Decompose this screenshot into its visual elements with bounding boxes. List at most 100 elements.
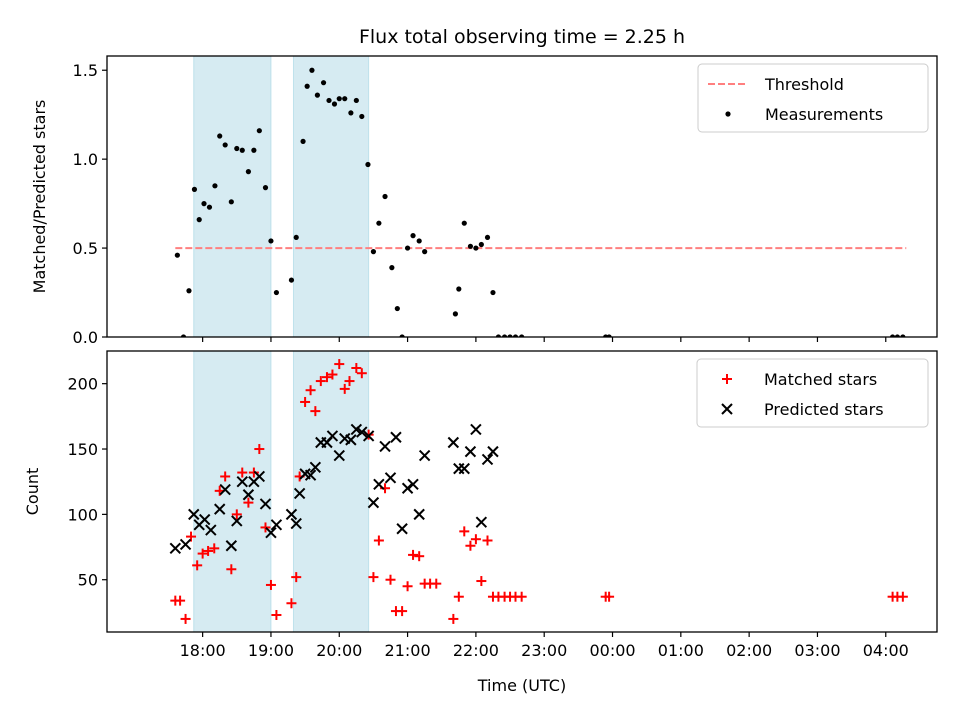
predicted-star-point bbox=[304, 469, 317, 481]
x-tick-label: 23:00 bbox=[521, 641, 567, 660]
predicted-star-point bbox=[470, 423, 482, 436]
predicted-star-point bbox=[384, 472, 397, 484]
matched-star-point bbox=[470, 534, 481, 545]
matched-star-point bbox=[397, 606, 408, 617]
measurement-point bbox=[288, 277, 295, 283]
matched-star-point bbox=[402, 581, 413, 592]
matched-star-point bbox=[339, 383, 350, 394]
predicted-star-point bbox=[169, 542, 182, 555]
matched-star-point bbox=[315, 376, 326, 387]
matched-star-point bbox=[271, 610, 282, 621]
measurement-point bbox=[217, 133, 223, 139]
measurement-point bbox=[239, 147, 245, 153]
measurement-point bbox=[304, 83, 310, 89]
predicted-star-point bbox=[253, 470, 266, 483]
bottom-panel: 50 100 150 200 18:00 19:00 20:00 21:00 22:00 23:0… bbox=[23, 350, 938, 695]
measurement-point bbox=[256, 128, 262, 134]
predicted-star-point bbox=[458, 462, 470, 475]
x-tick-label: 04:00 bbox=[863, 641, 909, 660]
predicted-star-point bbox=[487, 445, 499, 458]
predicted-star-point bbox=[367, 496, 380, 509]
x-tick-label: 00:00 bbox=[589, 641, 635, 660]
measurement-point bbox=[186, 288, 192, 294]
measurement-point bbox=[191, 186, 198, 192]
x-tick-label: 02:00 bbox=[726, 641, 772, 660]
y-tick-label: 50 bbox=[78, 571, 98, 590]
predicted-star-point bbox=[259, 498, 272, 510]
measurement-point bbox=[174, 252, 180, 258]
matched-star-point bbox=[344, 376, 355, 387]
legend-box bbox=[697, 63, 929, 133]
matched-star-point bbox=[220, 471, 231, 482]
y-tick-label: 1.5 bbox=[73, 61, 98, 80]
predicted-star-point bbox=[356, 426, 368, 438]
x-tick-label: 03:00 bbox=[794, 641, 840, 660]
predicted-star-point bbox=[407, 478, 419, 491]
legend-predicted-swatch bbox=[721, 403, 733, 415]
chart-title: Flux total observing time = 2.25 h bbox=[359, 26, 685, 48]
matched-star-point bbox=[197, 548, 208, 559]
matched-star-point bbox=[897, 591, 908, 602]
matched-star-point bbox=[327, 369, 338, 380]
legend-box bbox=[696, 358, 929, 428]
measurement-point bbox=[262, 185, 269, 191]
legend-label: Predicted stars bbox=[764, 400, 884, 419]
measurement-point bbox=[473, 245, 479, 251]
matched-star-point bbox=[373, 535, 384, 546]
measurement-point bbox=[300, 138, 306, 144]
predicted-star-point bbox=[326, 430, 339, 442]
matched-star-point bbox=[453, 591, 464, 602]
predicted-star-point bbox=[481, 453, 494, 466]
predicted-star-point bbox=[401, 482, 414, 494]
measurement-point bbox=[394, 305, 400, 312]
measurement-point bbox=[484, 234, 491, 241]
matched-star-point bbox=[260, 522, 271, 533]
plot-area bbox=[169, 351, 908, 632]
y-tick-label: 0.5 bbox=[73, 239, 98, 258]
predicted-star-point bbox=[188, 508, 200, 521]
x-tick-label: 18:00 bbox=[180, 641, 226, 660]
measurement-point bbox=[331, 101, 338, 107]
matched-star-point bbox=[203, 545, 214, 556]
predicted-star-point bbox=[265, 526, 277, 539]
matched-star-point bbox=[408, 549, 419, 560]
matched-star-point bbox=[254, 444, 265, 455]
matched-star-point bbox=[476, 576, 487, 587]
matched-star-point bbox=[604, 591, 615, 602]
matched-star-point bbox=[243, 497, 254, 508]
matched-star-point bbox=[300, 396, 311, 407]
matched-star-point bbox=[334, 359, 345, 370]
legend-measurement-swatch bbox=[725, 111, 731, 117]
matched-star-point bbox=[448, 613, 459, 624]
predicted-star-point bbox=[231, 515, 243, 527]
predicted-star-point bbox=[236, 475, 248, 488]
measurement-point bbox=[376, 220, 382, 226]
predicted-star-point bbox=[309, 461, 322, 474]
measurement-point bbox=[251, 147, 257, 153]
predicted-star-point bbox=[333, 449, 345, 462]
matched-star-point bbox=[321, 372, 332, 383]
axes-frame bbox=[106, 55, 938, 338]
x-axis-label: Time (UTC) bbox=[477, 676, 566, 695]
predicted-star-point bbox=[179, 538, 192, 551]
predicted-star-point bbox=[219, 483, 231, 496]
measurement-point bbox=[370, 249, 377, 255]
measurement-point bbox=[201, 201, 207, 207]
measurement-point bbox=[422, 249, 428, 255]
measurement-point bbox=[336, 96, 342, 102]
shaded-interval bbox=[193, 56, 272, 337]
predicted-star-point bbox=[413, 508, 425, 521]
matched-star-point bbox=[482, 535, 493, 546]
predicted-star-point bbox=[285, 508, 298, 521]
legend: Threshold Measurements bbox=[697, 63, 929, 133]
matched-star-point bbox=[291, 572, 302, 583]
measurement-point bbox=[404, 245, 411, 251]
measurement-point bbox=[382, 193, 388, 200]
y-axis-label: Count bbox=[23, 468, 42, 516]
measurement-point bbox=[452, 311, 458, 317]
measurement-point bbox=[326, 97, 332, 104]
predicted-star-point bbox=[205, 524, 217, 536]
x-tick-label: 01:00 bbox=[658, 641, 704, 660]
axes-frame bbox=[106, 350, 938, 633]
